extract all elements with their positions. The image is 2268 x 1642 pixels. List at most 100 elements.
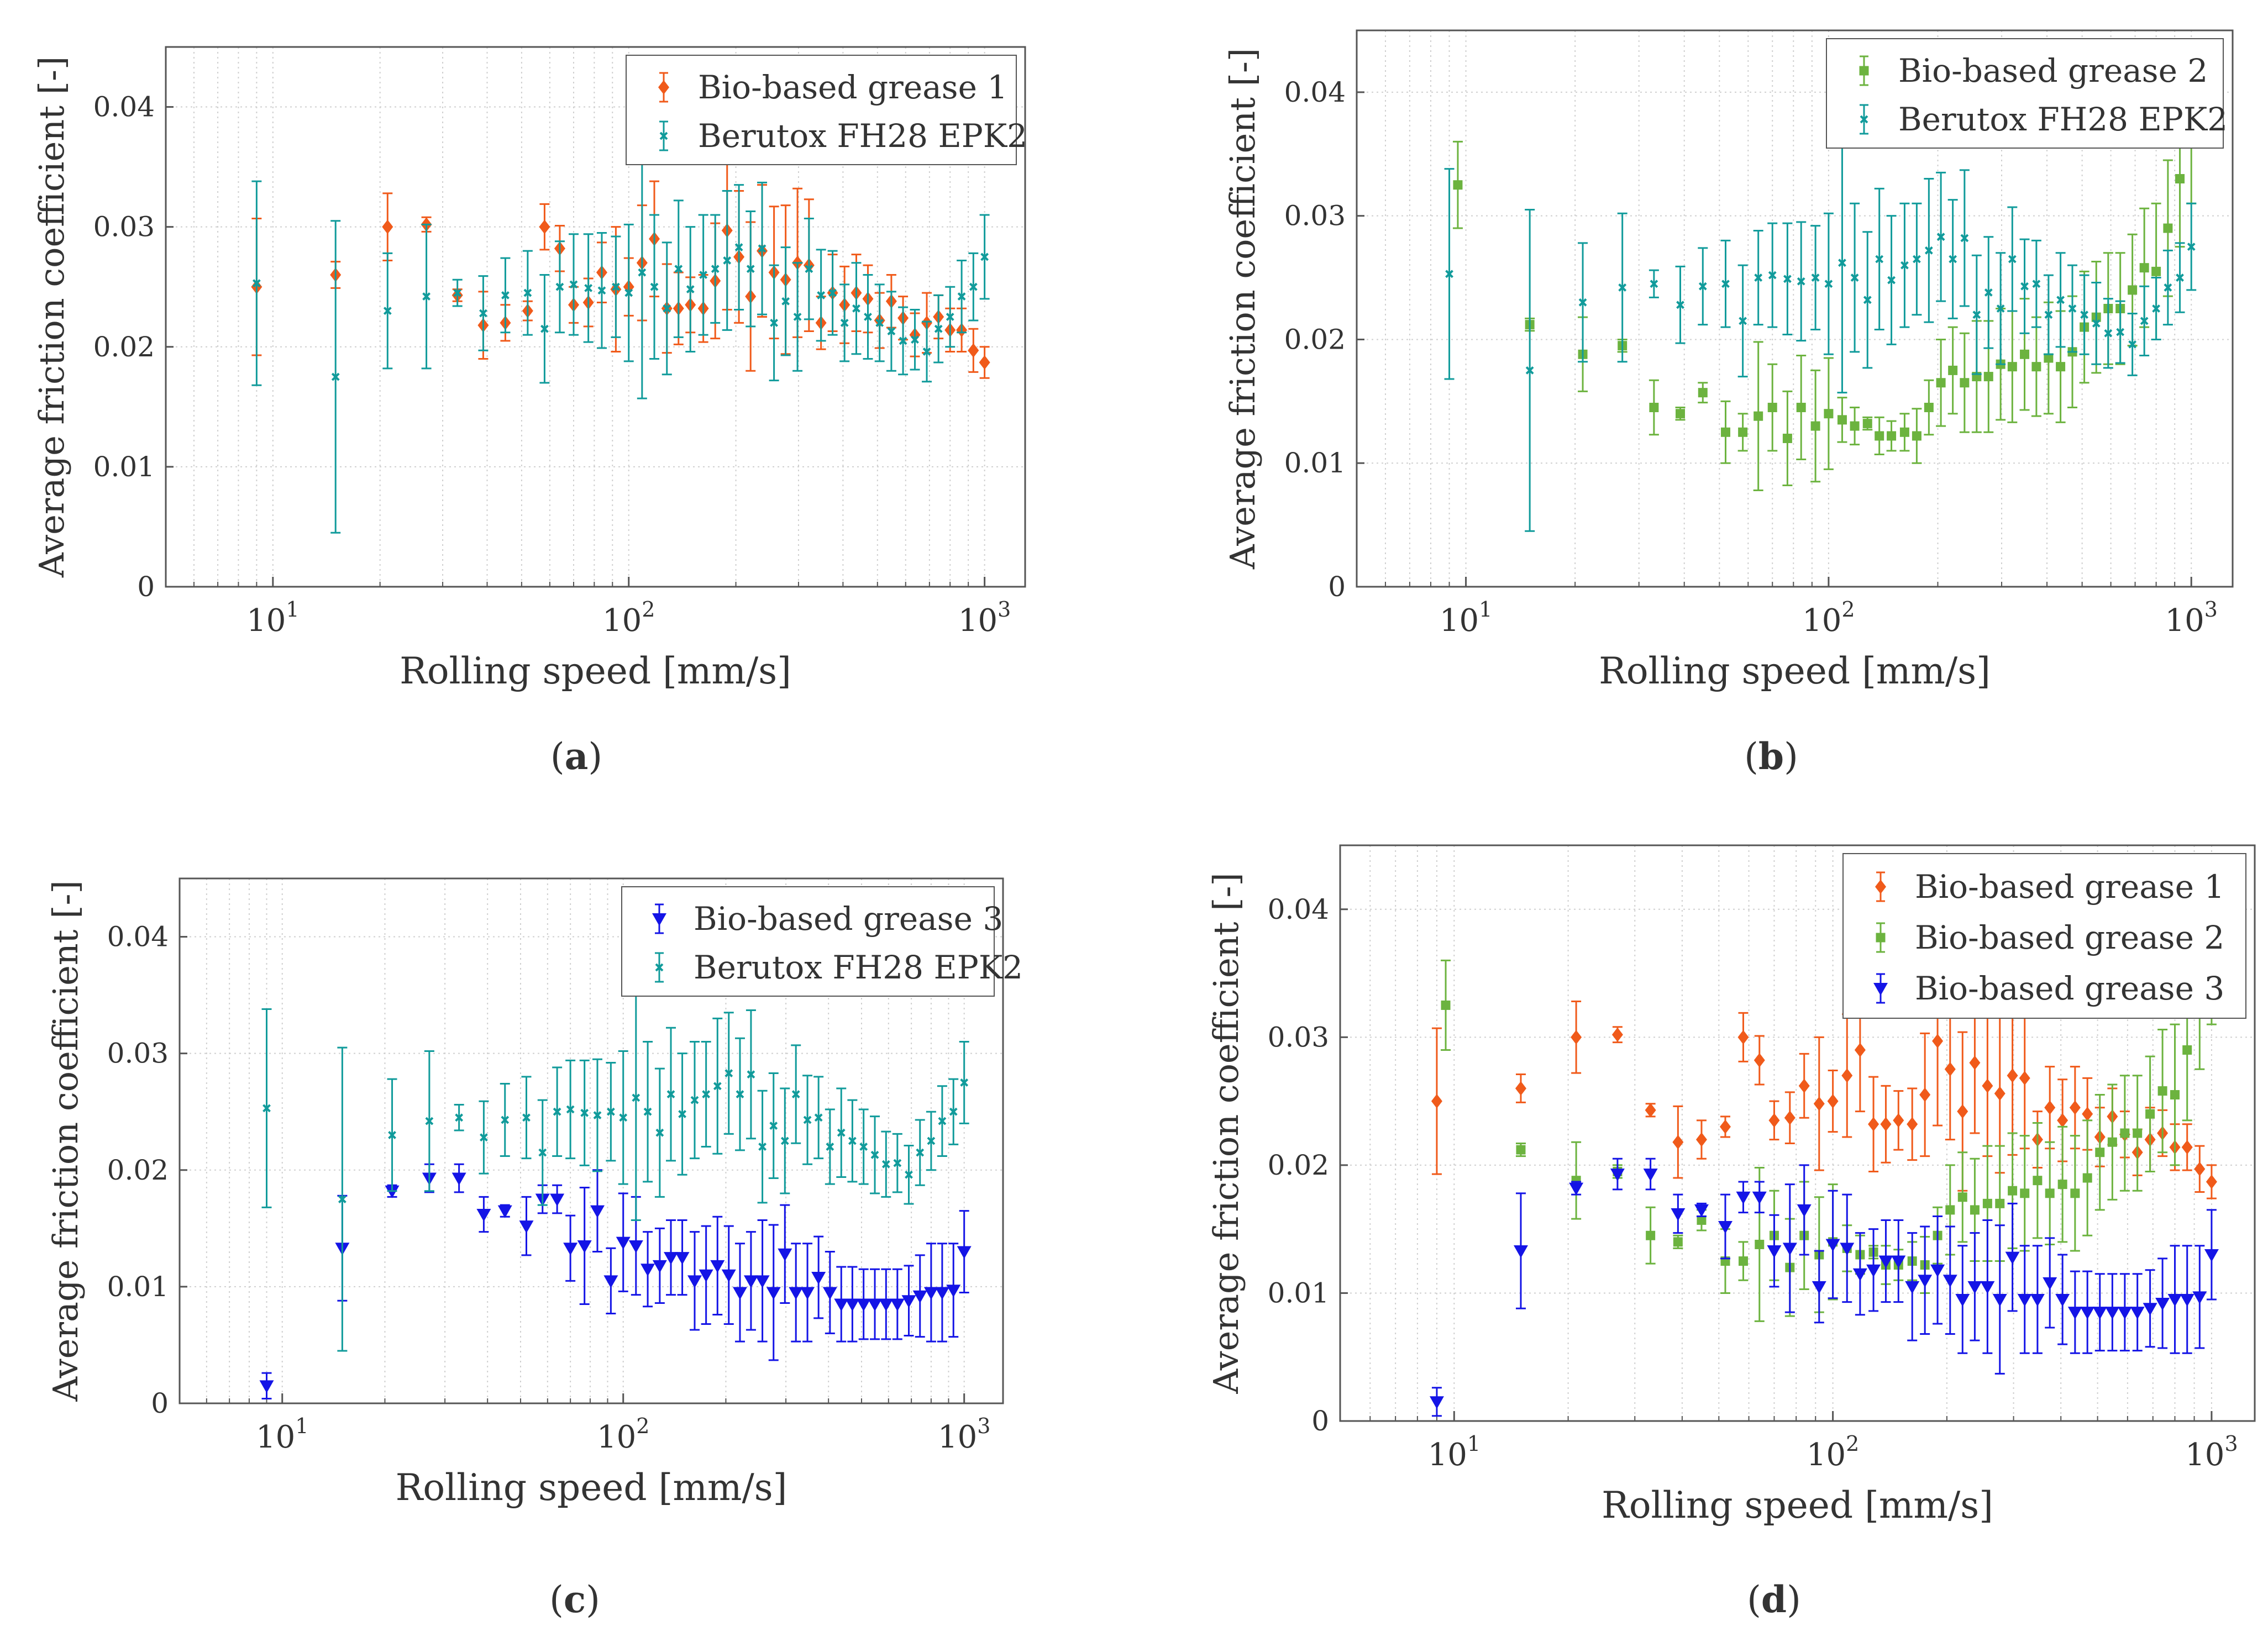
data-point xyxy=(2116,328,2125,336)
data-point xyxy=(690,1096,699,1104)
data-point xyxy=(686,285,695,293)
series-berutox-fh28-epk2 xyxy=(1444,132,2197,532)
data-point xyxy=(2044,310,2053,319)
data-point xyxy=(746,265,755,273)
data-point xyxy=(1960,234,1969,243)
data-point xyxy=(1811,273,1820,282)
data-point xyxy=(2152,304,2161,313)
data-point xyxy=(747,1070,755,1079)
data-point xyxy=(1983,372,1993,382)
data-point xyxy=(710,1260,725,1273)
panel-label: (c) xyxy=(549,1578,600,1621)
legend-label: Berutox FH28 EPK2 xyxy=(698,117,1027,155)
data-point xyxy=(732,1287,747,1300)
data-point xyxy=(1783,275,1792,283)
data-point xyxy=(2057,1113,2068,1128)
y-tick-label: 0 xyxy=(1311,1405,1329,1437)
data-point xyxy=(606,1107,615,1116)
legend-marker xyxy=(652,913,666,926)
data-point xyxy=(1752,1191,1767,1204)
data-point xyxy=(766,1287,781,1300)
data-point xyxy=(2056,362,2066,372)
data-point xyxy=(845,1298,860,1312)
data-point xyxy=(1948,365,1958,375)
data-point xyxy=(1676,301,1684,309)
x-axis-label: Rolling speed [mm/s] xyxy=(1599,650,1991,692)
data-point xyxy=(791,1090,800,1098)
data-point xyxy=(901,1295,916,1308)
data-point xyxy=(1841,1068,1853,1083)
data-point xyxy=(2145,1109,2155,1119)
data-point xyxy=(553,1107,561,1116)
data-point xyxy=(655,1128,664,1137)
data-point xyxy=(2020,1188,2030,1198)
data-point xyxy=(338,1195,347,1203)
data-point xyxy=(811,1272,826,1285)
data-point xyxy=(2139,263,2149,273)
data-point xyxy=(687,1275,702,1288)
legend-entry: Bio-based grease 3 xyxy=(652,900,1003,938)
data-point xyxy=(859,1143,868,1151)
data-point xyxy=(2044,1100,2056,1115)
x-tick-label: 101 xyxy=(1428,1432,1481,1473)
data-point xyxy=(2155,1297,2170,1311)
y-tick-label: 0.03 xyxy=(1284,200,1346,232)
legend-entry: Bio-based grease 2 xyxy=(1859,52,2208,90)
data-point xyxy=(789,1287,804,1300)
data-point xyxy=(1982,1198,1992,1208)
data-point xyxy=(1827,1094,1839,1109)
data-point xyxy=(758,1143,767,1151)
data-point xyxy=(624,288,633,297)
x-axis-label: Rolling speed [mm/s] xyxy=(396,1466,788,1509)
legend-box xyxy=(626,55,1017,165)
data-point xyxy=(616,1236,631,1250)
data-point xyxy=(453,288,462,297)
data-point xyxy=(555,282,564,291)
data-point xyxy=(905,1170,913,1179)
data-point xyxy=(699,1269,713,1282)
data-point xyxy=(580,1108,589,1117)
data-point xyxy=(769,1122,778,1130)
data-point xyxy=(778,1248,792,1261)
data-point xyxy=(923,1287,938,1300)
data-point xyxy=(879,1298,894,1312)
legend-entry: Bio-based grease 1 xyxy=(1875,868,2224,906)
data-point xyxy=(736,1090,744,1098)
data-point xyxy=(2140,317,2149,325)
data-point xyxy=(1768,271,1777,280)
axes-box xyxy=(179,877,1004,1404)
data-point xyxy=(2080,1307,2095,1320)
data-point xyxy=(2107,1137,2117,1147)
data-point xyxy=(593,1111,602,1119)
data-point xyxy=(2055,1294,2070,1307)
data-point xyxy=(540,324,549,333)
data-point xyxy=(1798,1078,1810,1093)
data-point xyxy=(2017,1294,2032,1307)
panel-label: (d) xyxy=(1747,1578,1801,1621)
data-point xyxy=(1887,276,1896,285)
data-point xyxy=(2080,310,2089,319)
data-point xyxy=(1850,421,1860,431)
data-point xyxy=(1718,1221,1733,1234)
data-point xyxy=(881,1160,890,1169)
data-point xyxy=(1736,1191,1751,1204)
x-tick-label: 101 xyxy=(246,597,299,639)
data-point xyxy=(262,1104,271,1113)
data-point xyxy=(590,1205,605,1218)
data-point xyxy=(619,1113,628,1122)
x-tick-label: 102 xyxy=(1802,597,1855,639)
data-point xyxy=(1812,1281,1826,1294)
data-point xyxy=(837,1128,846,1137)
legend-entry: Bio-based grease 2 xyxy=(1876,919,2224,956)
data-point xyxy=(2033,1176,2043,1186)
data-point xyxy=(1569,1182,1584,1196)
data-point xyxy=(2044,353,2054,363)
data-point xyxy=(678,1110,686,1118)
data-point xyxy=(1960,378,1970,388)
data-point xyxy=(1698,388,1708,398)
data-point xyxy=(2070,1188,2080,1198)
data-point xyxy=(848,1136,857,1145)
data-point xyxy=(840,318,849,327)
x-tick-label: 103 xyxy=(2185,1432,2238,1473)
data-point xyxy=(2120,1128,2130,1138)
